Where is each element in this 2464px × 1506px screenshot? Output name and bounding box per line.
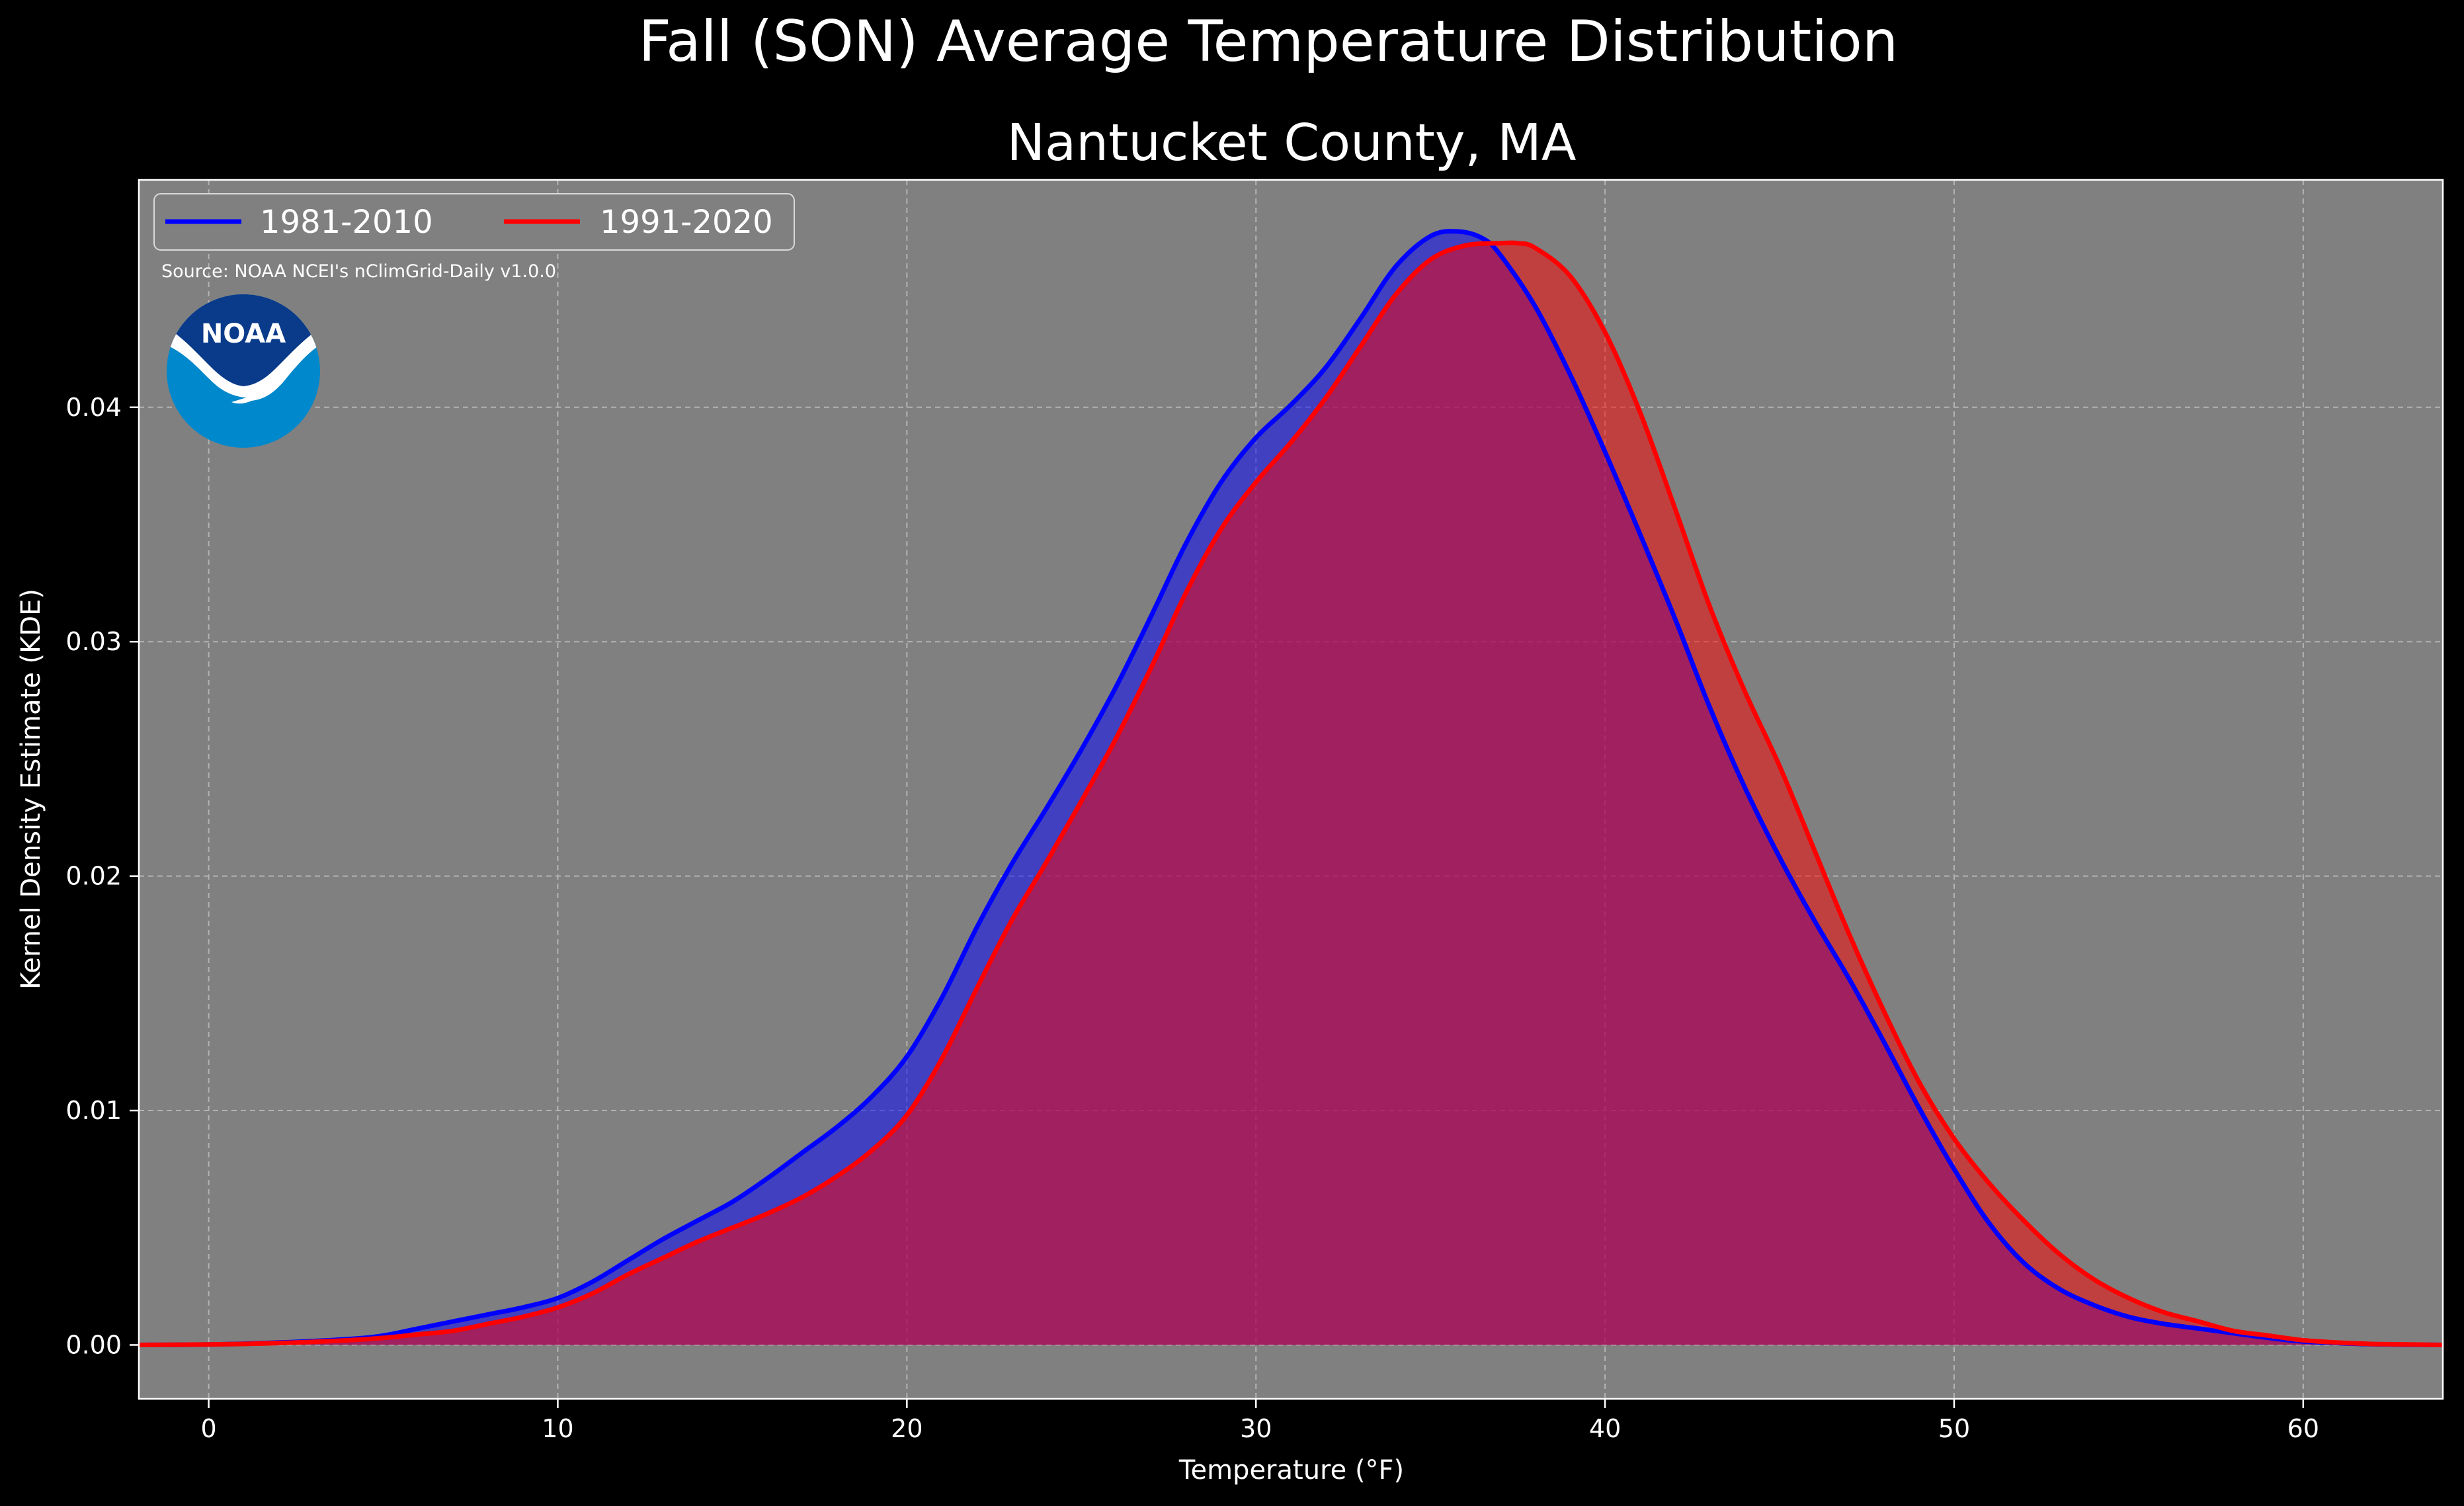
legend-box <box>153 193 795 251</box>
logo-text: NOAA <box>201 319 286 349</box>
y-tick-label: 0.02 <box>65 862 122 891</box>
noaa-logo-icon: NOAA <box>167 294 320 448</box>
series-fill-1991-2020 <box>139 243 2443 1345</box>
legend: 1981-2010 1991-2020 <box>153 193 795 251</box>
x-tick-label: 20 <box>891 1414 923 1443</box>
chart-suptitle: Fall (SON) Average Temperature Distribut… <box>639 9 1899 75</box>
plot-frame <box>138 179 2444 1400</box>
series-line-1981-2010 <box>138 229 2443 1347</box>
chart-title: Nantucket County, MA <box>1006 114 1576 173</box>
legend-label-1991-2020: 1991-2020 <box>600 204 773 241</box>
y-tick-label: 0.04 <box>65 393 122 422</box>
x-tick-label: 10 <box>542 1414 573 1443</box>
logo-bird-shape <box>167 327 320 404</box>
x-tick-label: 0 <box>200 1414 216 1443</box>
y-tick-label: 0.03 <box>65 627 122 656</box>
x-tick-label: 30 <box>1240 1414 1272 1443</box>
series-line-1991-2020 <box>138 240 2443 1347</box>
x-tick-label: 50 <box>1938 1414 1970 1443</box>
series-lines <box>138 229 2443 1347</box>
x-axis-label: Temperature (°F) <box>1178 1455 1404 1485</box>
source-note: Source: NOAA NCEI's nClimGrid-Daily v1.0… <box>161 261 556 282</box>
y-axis: 0.00 0.01 0.02 0.03 0.04 <box>65 393 139 1359</box>
y-tick-label: 0.00 <box>65 1330 122 1359</box>
y-axis-label: Kernel Density Estimate (KDE) <box>16 589 46 989</box>
series-fills <box>139 231 2443 1345</box>
x-tick-label: 60 <box>2287 1414 2319 1443</box>
x-axis: 0 10 20 30 40 50 60 <box>200 1399 2319 1443</box>
y-tick-label: 0.01 <box>65 1096 122 1125</box>
x-tick-label: 40 <box>1589 1414 1621 1443</box>
legend-label-1981-2010: 1981-2010 <box>260 204 433 241</box>
